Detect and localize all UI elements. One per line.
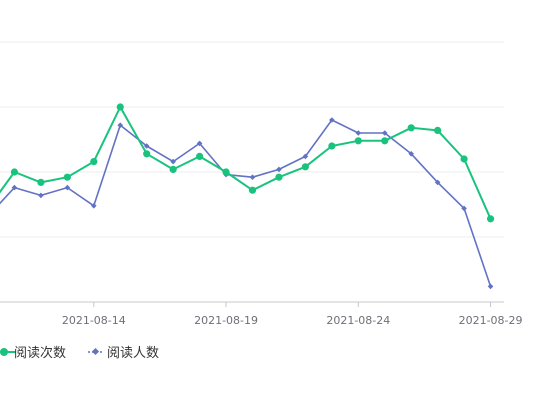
x-tick-label: 2021-08-29: [459, 314, 523, 327]
data-point[interactable]: [11, 184, 18, 191]
legend-item-series-2[interactable]: 阅读人数: [88, 346, 159, 361]
data-point[interactable]: [196, 140, 203, 147]
x-tick-label: 2021-08-19: [194, 314, 258, 327]
data-point[interactable]: [486, 215, 495, 223]
data-point[interactable]: [116, 103, 124, 111]
data-point[interactable]: [143, 143, 150, 149]
legend-marker-1: [0, 348, 8, 356]
series-line-1: [0, 106, 492, 220]
series-1: [0, 103, 495, 223]
data-point[interactable]: [249, 174, 256, 180]
legend-marker-2: [91, 347, 100, 356]
data-point[interactable]: [170, 158, 176, 165]
data-point[interactable]: [328, 142, 336, 150]
legend-item-series-1[interactable]: 阅读次数: [0, 345, 66, 361]
data-point[interactable]: [301, 163, 309, 171]
data-point[interactable]: [63, 173, 71, 181]
x-tick-label: 2021-08-24: [326, 314, 390, 327]
series-2: [0, 117, 494, 290]
data-point[interactable]: [222, 168, 230, 176]
series-layer: [0, 103, 495, 290]
data-point[interactable]: [276, 166, 282, 173]
data-point[interactable]: [64, 184, 71, 191]
x-tick-label: 2021-08-14: [62, 314, 126, 327]
data-point[interactable]: [461, 205, 467, 212]
data-point[interactable]: [460, 155, 468, 163]
x-axis-ticks: 2021-08-14 2021-08-19 2021-08-24 2021-08-29: [62, 302, 523, 327]
series-line-2: [0, 119, 492, 287]
data-point[interactable]: [354, 137, 362, 145]
data-point[interactable]: [10, 168, 19, 176]
data-point[interactable]: [117, 122, 124, 128]
data-point[interactable]: [37, 178, 45, 186]
data-point[interactable]: [248, 186, 257, 194]
data-point[interactable]: [434, 126, 442, 134]
grid-lines: [0, 41, 504, 238]
data-point[interactable]: [275, 173, 283, 181]
data-point[interactable]: [329, 117, 335, 123]
data-point[interactable]: [38, 192, 44, 199]
data-point[interactable]: [302, 153, 309, 160]
data-point[interactable]: [407, 124, 415, 132]
data-point[interactable]: [90, 158, 98, 166]
data-point[interactable]: [434, 179, 441, 186]
data-point[interactable]: [169, 165, 177, 173]
data-point[interactable]: [381, 130, 388, 136]
data-point[interactable]: [487, 283, 494, 290]
legend[interactable]: 阅读次数 阅读人数: [0, 345, 159, 361]
data-point[interactable]: [381, 137, 389, 145]
data-point[interactable]: [408, 151, 414, 157]
data-point[interactable]: [143, 150, 151, 158]
legend-label-1: 阅读次数: [14, 345, 66, 361]
data-point[interactable]: [355, 130, 362, 136]
data-point[interactable]: [91, 203, 97, 209]
legend-label-2: 阅读人数: [107, 346, 159, 361]
data-point[interactable]: [196, 152, 204, 160]
